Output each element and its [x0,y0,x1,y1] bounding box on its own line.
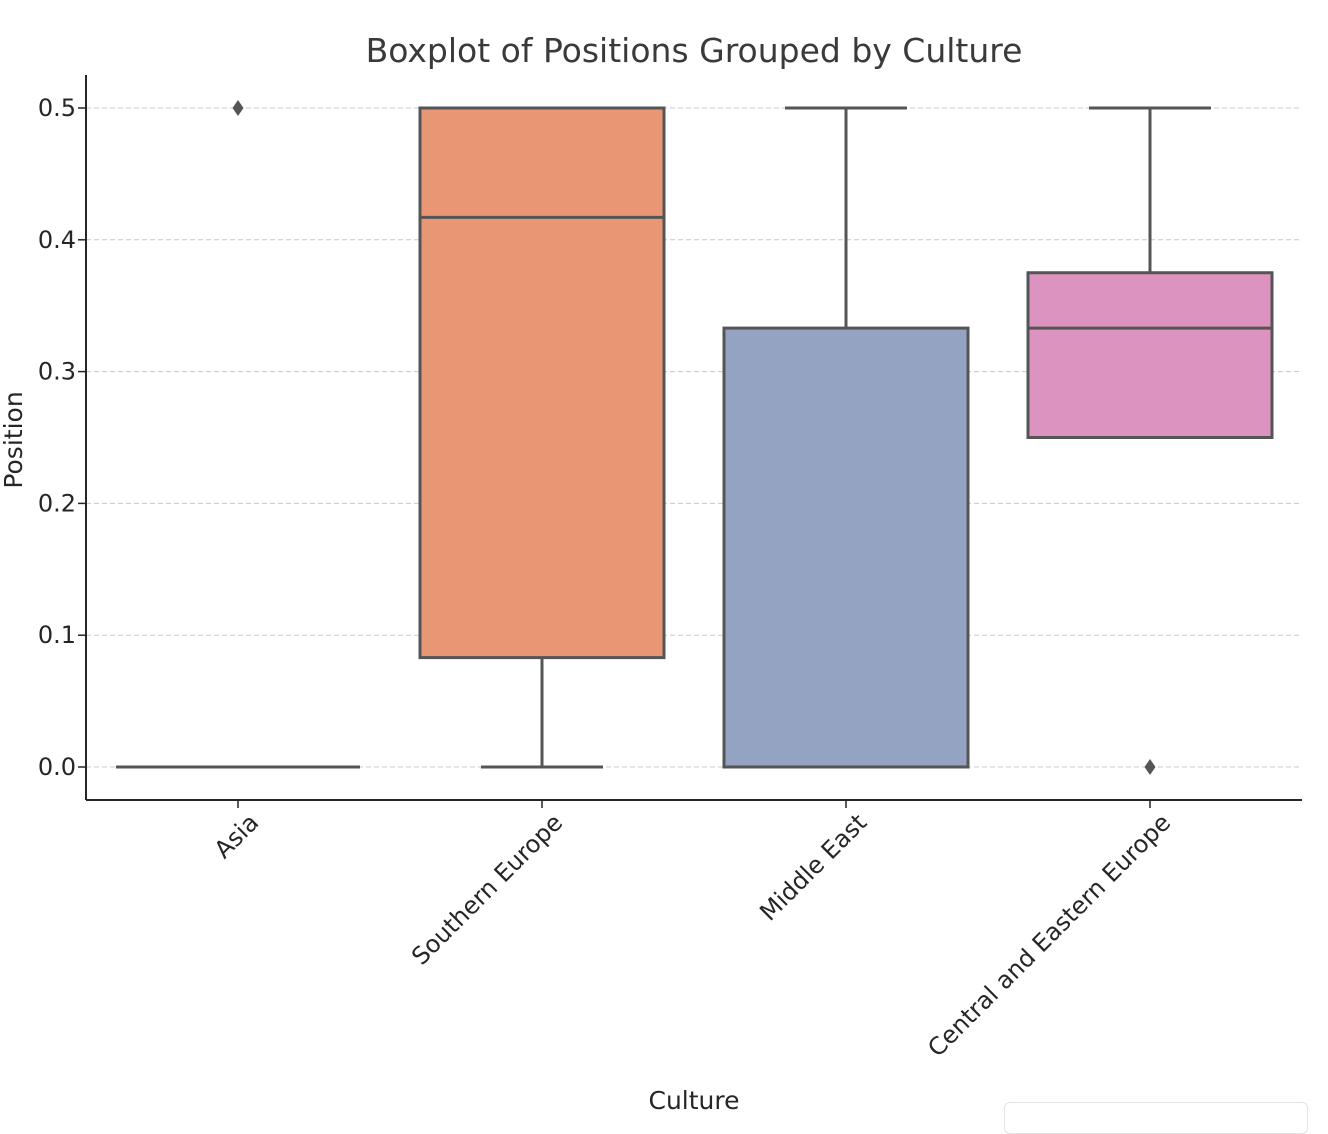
chart-title: Boxplot of Positions Grouped by Culture [366,31,1023,70]
corner-panel [1004,1102,1308,1134]
iqr-box [1026,271,1274,439]
y-tick-label: 0.3 [38,358,76,386]
iqr-box [722,326,970,769]
x-tick-label: Asia [209,808,264,863]
outlier-point [1144,759,1156,775]
y-axis-label: Position [0,391,28,488]
axes: 0.0 0.1 0.2 0.3 0.4 0.5 Asia Southern Europe Mid… [38,75,1302,1062]
y-tick-label: 0.0 [38,753,76,781]
y-tick-label: 0.2 [38,489,76,517]
x-axis-label: Culture [648,1086,739,1115]
y-tick-label: 0.5 [38,94,76,122]
box-group [116,100,360,769]
box-group [1026,106,1274,775]
x-tick-label: Middle East [754,808,872,926]
iqr-box [418,106,666,660]
x-tick-label: Central and Eastern Europe [922,808,1176,1062]
box-group [722,106,970,769]
y-tick-label: 0.4 [38,226,76,254]
box-group [418,106,666,769]
box-series [116,100,1274,775]
outlier-point [232,100,244,116]
gridlines [86,107,1302,768]
y-tick-label: 0.1 [38,621,76,649]
x-tick-label: Southern Europe [406,808,568,970]
